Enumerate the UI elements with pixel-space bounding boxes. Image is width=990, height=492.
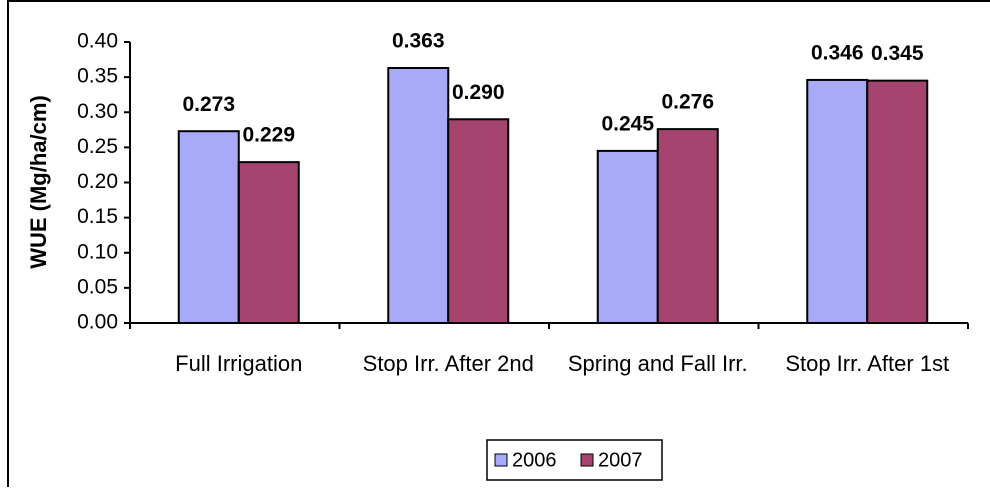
- bar: [237, 161, 300, 324]
- y-tick-label: 0.00: [77, 311, 118, 334]
- y-tick-label: 0.30: [77, 100, 118, 123]
- y-tick-label: 0.05: [77, 275, 118, 298]
- value-label: 0.290: [452, 81, 505, 104]
- value-label: 0.346: [811, 41, 864, 64]
- bar: [447, 118, 510, 325]
- bar: [177, 130, 240, 324]
- y-axis-title: WUE (Mg/ha/cm): [26, 95, 51, 269]
- y-tick-label: 0.10: [77, 240, 118, 263]
- y-tick-label: 0.35: [77, 65, 118, 88]
- value-label: 0.345: [871, 42, 924, 65]
- value-label: 0.229: [242, 124, 295, 147]
- y-tick-label: 0.40: [77, 30, 118, 53]
- x-tick-label: Stop Irr. After 1st: [785, 351, 950, 376]
- legend-label: 2006: [512, 449, 557, 471]
- legend-box: [486, 439, 663, 481]
- value-label: 0.363: [392, 30, 445, 53]
- value-label: 0.245: [601, 112, 654, 135]
- bar: [387, 66, 450, 325]
- bar: [656, 128, 719, 324]
- bar: [866, 79, 929, 324]
- value-label: 0.273: [182, 93, 235, 116]
- y-tick-label: 0.20: [77, 170, 118, 193]
- legend-swatch: [494, 453, 508, 467]
- x-tick-label: Spring and Fall Irr.: [567, 351, 748, 376]
- legend-swatch: [580, 453, 594, 467]
- legend-label: 2007: [598, 449, 643, 471]
- bar: [596, 149, 659, 324]
- frame: [7, 0, 990, 492]
- value-label: 0.276: [661, 91, 714, 114]
- y-tick-label: 0.15: [77, 205, 118, 228]
- x-tick-label: Stop Irr. After 2nd: [362, 351, 534, 376]
- y-tick-label: 0.25: [77, 135, 118, 158]
- bar: [806, 78, 869, 324]
- x-tick-label: Full Irrigation: [175, 351, 303, 376]
